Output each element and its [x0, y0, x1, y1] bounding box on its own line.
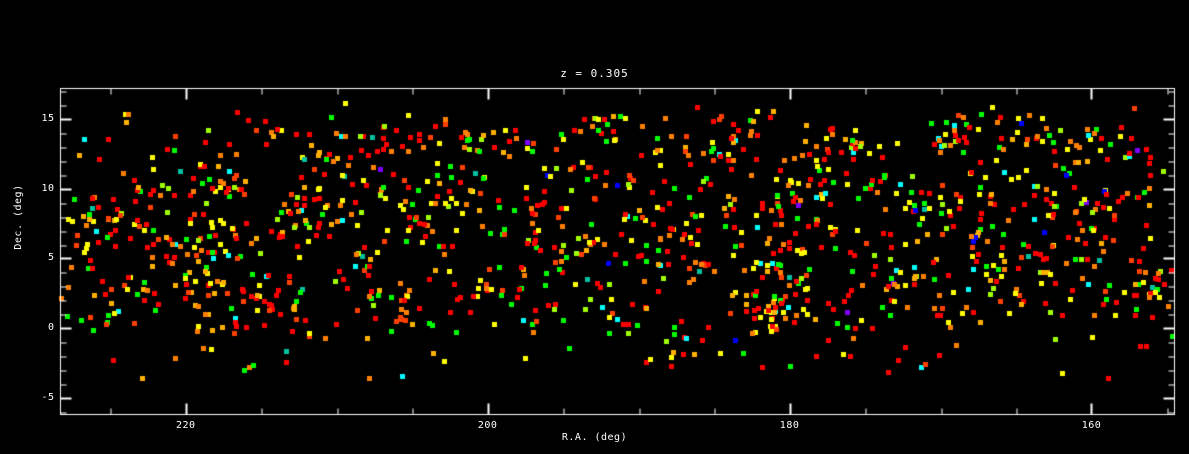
scatter-plot-canvas — [0, 0, 1189, 454]
figure-root: z = 0.305 R.A. (deg) Dec. (deg) 220 200 18… — [0, 0, 1189, 454]
